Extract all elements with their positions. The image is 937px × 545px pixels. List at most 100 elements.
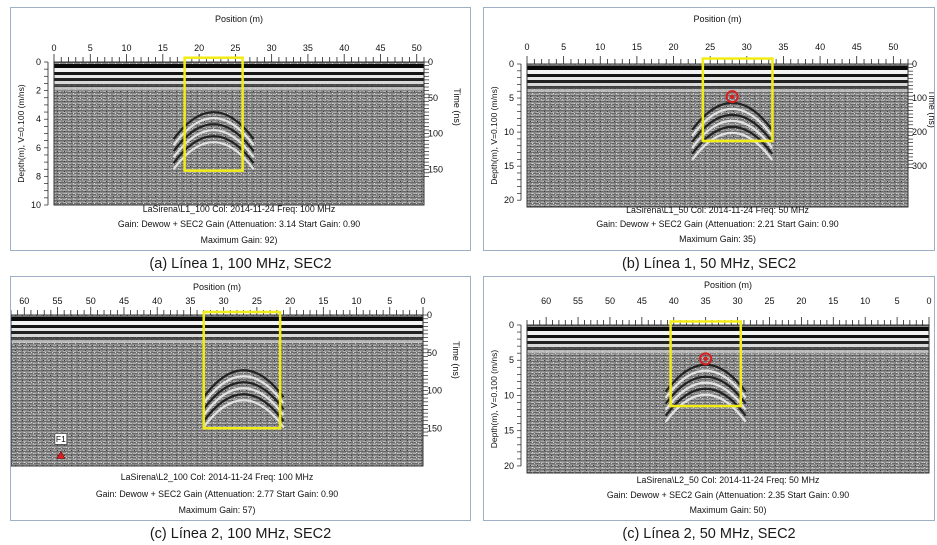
- hyperbola-reflection: [691, 113, 774, 143]
- x-tick-label: 30: [267, 43, 277, 53]
- depth-tick-label: 6: [36, 143, 41, 153]
- hyperbola-reflection: [202, 393, 285, 422]
- x-tick-label: 5: [88, 43, 93, 53]
- depth-tick-label: 0: [509, 320, 514, 330]
- x-tick-label: 40: [815, 42, 825, 52]
- x-tick-label: 5: [561, 42, 566, 52]
- time-tick-label: 100: [427, 386, 442, 396]
- reflection-band: [11, 321, 423, 325]
- x-tick-label: 15: [632, 42, 642, 52]
- x-tick-label: 10: [122, 43, 132, 53]
- reflection-band: [11, 331, 423, 334]
- depth-tick-label: 20: [504, 195, 514, 205]
- depth-tick-label: 4: [36, 114, 41, 124]
- depth-tick-label: 20: [504, 461, 514, 471]
- time-tick-label: 100: [912, 93, 927, 103]
- info-line-2: Gain: Dewow + SEC2 Gain (Attenuation: 2.…: [607, 490, 849, 500]
- reflection-band: [11, 317, 423, 321]
- radargram: [11, 315, 423, 466]
- time-tick-label: 100: [428, 129, 443, 139]
- highlight-box: [669, 320, 743, 408]
- plot-frame: [526, 324, 930, 474]
- info-line-1: LaSirena\L2_50 Col: 2014-11-24 Freq: 50 …: [637, 475, 820, 485]
- x-tick-label: 10: [860, 296, 870, 306]
- info-line-1: LaSirena\L1_100 Col: 2014-11-24 Freq: 10…: [143, 204, 336, 214]
- x-tick-label: 50: [605, 296, 615, 306]
- time-axis-label: Time (ns): [452, 88, 462, 126]
- hyperbola-reflection: [202, 381, 285, 410]
- x-tick-label: 35: [185, 296, 195, 306]
- x-tick-label: 30: [733, 296, 743, 306]
- caption: (b) Línea 1, 50 MHz, SEC2: [621, 256, 797, 272]
- x-tick-label: 45: [852, 42, 862, 52]
- x-tick-label: 40: [339, 43, 349, 53]
- reflection-band: [527, 70, 908, 74]
- radargram: [54, 62, 424, 205]
- radargram-chart: Position (m)0 5 10 15 20 25 30 35 40 45 50Depth(m)…: [489, 14, 934, 244]
- hyperbola-reflection: [202, 369, 285, 398]
- marker-triangle: [56, 450, 66, 459]
- depth-tick-label: 2: [36, 86, 41, 96]
- axis-title: Position (m): [704, 280, 752, 290]
- x-tick-label: 55: [573, 296, 583, 306]
- x-tick-label: 0: [420, 296, 425, 306]
- hyperbola-reflection: [172, 141, 255, 170]
- time-tick-label: 150: [428, 164, 443, 174]
- hyperbola-reflection: [691, 131, 774, 161]
- time-tick-label: 200: [912, 127, 927, 137]
- y-axis-label: Depth(m), V=0.100 (m/ns): [489, 350, 499, 449]
- x-tick-label: 10: [595, 42, 605, 52]
- time-tick-label: 0: [428, 57, 433, 67]
- reflection-band: [11, 328, 423, 331]
- anomaly-center: [729, 94, 735, 99]
- x-tick-label: 0: [51, 43, 56, 53]
- reflection-band: [527, 341, 929, 344]
- anomaly-circle: [725, 90, 739, 104]
- hyperbola-reflection: [664, 381, 747, 411]
- reflection-band: [54, 84, 424, 87]
- x-tick-label: 35: [303, 43, 313, 53]
- time-tick-label: 0: [912, 59, 917, 69]
- marker-label: F1: [56, 434, 66, 444]
- depth-tick-label: 10: [504, 390, 514, 400]
- time-tick-label: 0: [427, 310, 432, 320]
- reflection-band: [54, 87, 424, 90]
- hyperbola-reflection: [202, 399, 285, 428]
- depth-tick-label: 5: [509, 355, 514, 365]
- hyperbola-reflection: [691, 119, 774, 149]
- x-tick-label: 40: [669, 296, 679, 306]
- x-tick-label: 45: [119, 296, 129, 306]
- panel-c: Position (m) 60 55 50 45 40 35 30 25 20 15 10 5 0 0 50 1…: [10, 276, 471, 521]
- caption: (a) Línea 1, 100 MHz, SEC2: [149, 256, 332, 272]
- reflection-band: [527, 338, 929, 341]
- depth-tick-label: 0: [509, 59, 514, 69]
- hyperbola-reflection: [664, 393, 747, 423]
- hyperbola-reflection: [172, 111, 255, 140]
- info-line-2: Gain: Dewow + SEC2 Gain (Attenuation: 3.…: [118, 219, 360, 229]
- reflection-band: [11, 340, 423, 343]
- x-tick-label: 50: [412, 43, 422, 53]
- reflection-band: [54, 72, 424, 75]
- reflection-band: [527, 344, 929, 347]
- highlight-box: [183, 56, 244, 172]
- radargram: [527, 64, 908, 207]
- x-tick-label: 30: [742, 42, 752, 52]
- axis-title: Position (m): [193, 282, 241, 292]
- info-line-3: Maximum Gain: 92): [201, 235, 278, 245]
- reflection-band: [527, 86, 908, 89]
- x-tick-label: 40: [152, 296, 162, 306]
- x-tick-label: 55: [53, 296, 63, 306]
- x-tick-label: 30: [219, 296, 229, 306]
- highlight-box: [202, 310, 282, 430]
- depth-tick-label: 8: [36, 171, 41, 181]
- x-tick-label: 45: [375, 43, 385, 53]
- x-tick-label: 20: [194, 43, 204, 53]
- x-tick-label: 5: [387, 296, 392, 306]
- hyperbola-reflection: [172, 117, 255, 146]
- x-tick-label: 20: [796, 296, 806, 306]
- x-tick-label: 10: [352, 296, 362, 306]
- x-tick-label: 20: [285, 296, 295, 306]
- time-axis-label: Time (ns): [451, 341, 461, 379]
- x-tick-label: 15: [158, 43, 168, 53]
- panel-a: Position (m) 0 5 10 15 20 25 30 35 40 45 50 Depth(m)…: [10, 7, 471, 251]
